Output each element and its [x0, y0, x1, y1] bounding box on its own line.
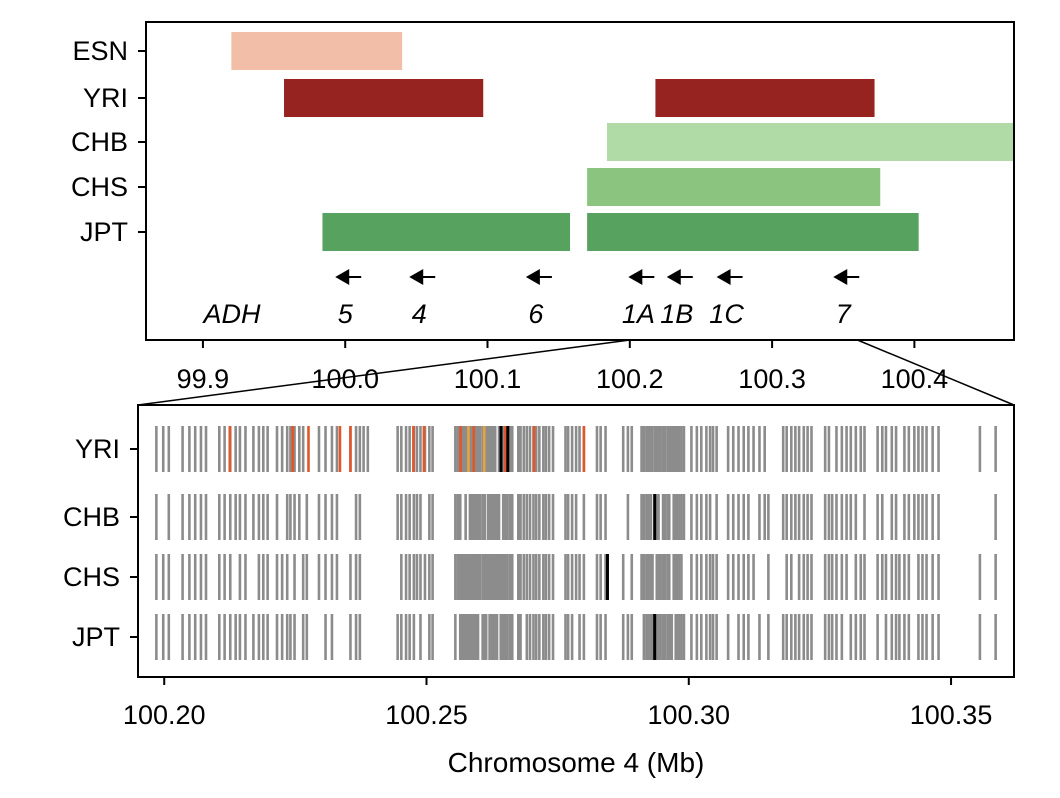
gene-label: 5	[338, 299, 354, 329]
x-tick-label: 100.2	[596, 364, 664, 394]
zoom-connectors	[137, 339, 1015, 406]
y-tick-label: JPT	[80, 217, 128, 247]
x-tick-label: 100.1	[454, 364, 522, 394]
x-tick-label: 99.9	[177, 364, 230, 394]
interval-bar-jpt	[587, 213, 919, 251]
zoom-line-right	[857, 339, 1015, 406]
y-tick-label: CHB	[63, 502, 120, 532]
gene-arrow-head	[525, 269, 540, 285]
bottom-x-axis: 100.20 100.25 100.30 100.35	[123, 677, 992, 730]
top-x-axis: 99.9 100.0 100.1 100.2 100.3 100.4	[177, 340, 949, 394]
gene-label: 1B	[660, 299, 693, 329]
gene-label: 7	[836, 299, 852, 329]
top-panel-frame	[145, 21, 1015, 341]
bottom-x-axis-label: Chromosome 4 (Mb)	[448, 747, 705, 778]
interval-bar-chb	[607, 123, 1014, 161]
y-tick-label: YRI	[75, 434, 120, 464]
bottom-y-axis: YRI CHB CHS JPT	[63, 434, 138, 652]
interval-bar-chs	[587, 168, 881, 206]
gene-arrow-head	[716, 269, 731, 285]
gene-arrow-head	[628, 269, 643, 285]
x-tick-label: 100.3	[738, 364, 806, 394]
x-tick-label: 100.0	[311, 364, 379, 394]
gene-arrow-head	[833, 269, 848, 285]
y-tick-label: ESN	[72, 36, 128, 66]
y-tick-label: CHS	[63, 562, 120, 592]
y-tick-label: JPT	[72, 622, 120, 652]
top-y-axis: ESN YRI CHB CHS JPT	[71, 36, 146, 247]
x-tick-label: 100.35	[910, 700, 993, 730]
interval-bar-jpt	[322, 213, 571, 251]
gene-label: 1C	[709, 299, 744, 329]
gene-label: 4	[412, 299, 427, 329]
variant-tick-marks	[155, 426, 997, 660]
gene-label: 1A	[622, 299, 655, 329]
y-tick-label: CHS	[71, 172, 128, 202]
interval-bars	[231, 32, 1014, 251]
bottom-panel-frame	[137, 404, 1015, 678]
interval-bar-yri	[655, 79, 875, 117]
bottom-panel: YRI CHB CHS JPT 100.20 100.25 100.30 100.35 Ch…	[63, 404, 1015, 778]
y-tick-label: YRI	[83, 83, 128, 113]
gene-family-label: ADH	[201, 299, 261, 329]
x-tick-label: 100.20	[123, 700, 206, 730]
top-panel: ADH 5 4 6 1A 1B 1C 7 ESN YRI CHB CHS JPT 99.9 100.0 1…	[71, 21, 1015, 394]
interval-bar-yri	[284, 79, 484, 117]
x-tick-label: 100.25	[385, 700, 468, 730]
x-tick-label: 100.30	[647, 700, 730, 730]
gene-label: 6	[528, 299, 544, 329]
gene-arrow-head	[666, 269, 681, 285]
zoom-line-left	[137, 339, 630, 406]
y-tick-label: CHB	[71, 127, 128, 157]
x-tick-label: 100.4	[881, 364, 949, 394]
gene-annotations: ADH 5 4 6 1A 1B 1C 7	[201, 269, 860, 329]
gene-arrow-head	[335, 269, 350, 285]
interval-bar-esn	[231, 32, 403, 70]
gene-arrow-head	[409, 269, 424, 285]
